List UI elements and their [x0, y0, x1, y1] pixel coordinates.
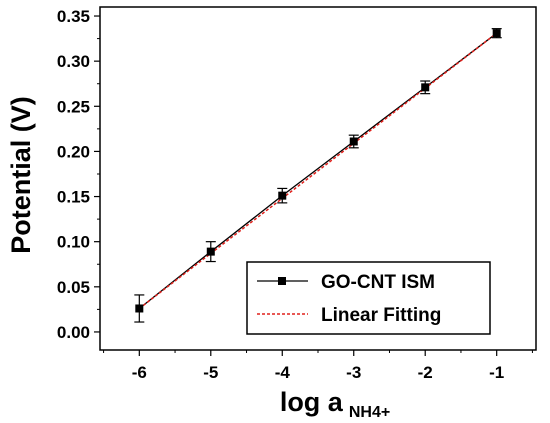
- x-tick-label: -2: [418, 363, 433, 382]
- legend-marker-series-1: [278, 277, 286, 285]
- x-tick-label: -4: [275, 363, 291, 382]
- y-tick-label: 0.00: [57, 323, 90, 342]
- data-point: [421, 83, 430, 92]
- y-tick-label: 0.10: [57, 233, 90, 252]
- x-tick-label: -3: [346, 363, 361, 382]
- x-axis-title: log a NH4+: [280, 387, 390, 421]
- y-tick-label: 0.05: [57, 278, 90, 297]
- plot-marks: [134, 28, 502, 323]
- y-tick-label: 0.30: [57, 52, 90, 71]
- x-tick-label: -1: [489, 363, 504, 382]
- data-point: [492, 29, 501, 38]
- x-axis-ticks: -6 -5 -4 -3 -2 -1: [103, 350, 533, 382]
- y-tick-label: 0.35: [57, 7, 90, 26]
- fit-line-linear-fitting: [138, 32, 498, 310]
- x-tick-label: -5: [203, 363, 218, 382]
- legend-box: [246, 261, 491, 335]
- data-point: [206, 247, 215, 256]
- legend: GO-CNT ISM Linear Fitting: [246, 261, 491, 335]
- legend-label-series-1: GO-CNT ISM: [321, 272, 435, 293]
- data-point: [135, 304, 144, 313]
- data-point: [278, 191, 287, 200]
- x-axis-subscript: NH4+: [349, 404, 390, 421]
- y-axis-ticks: 0.00 0.05 0.10 0.15 0.20 0.25 0.30 0.35: [57, 7, 100, 342]
- legend-label-series-2: Linear Fitting: [321, 305, 441, 326]
- y-tick-label: 0.15: [57, 188, 90, 207]
- y-tick-label: 0.20: [57, 142, 90, 161]
- y-axis-title: Potential (V): [6, 96, 36, 254]
- data-point: [349, 137, 358, 146]
- x-tick-label: -6: [132, 363, 147, 382]
- x-axis-label: log a: [280, 387, 344, 417]
- y-tick-label: 0.25: [57, 97, 90, 116]
